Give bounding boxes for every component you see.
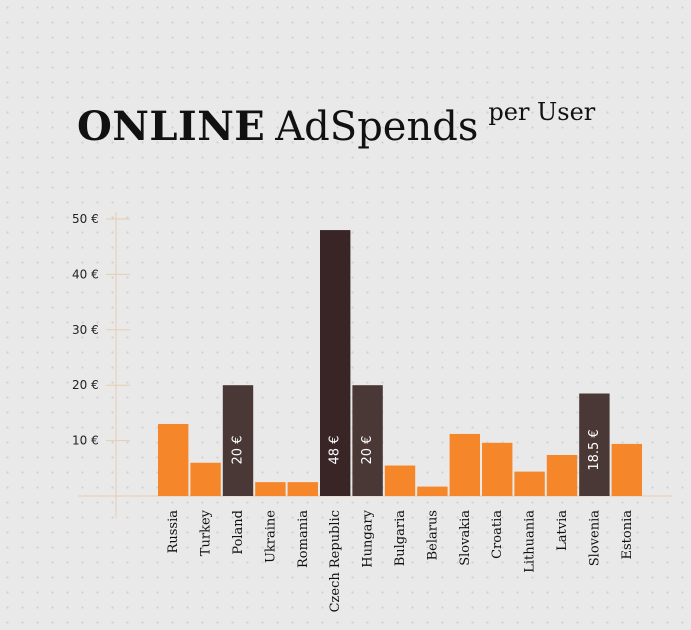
bar [320,230,351,496]
x-category-label: Slovakia [458,510,473,566]
x-category-label: Hungary [361,509,376,567]
x-category-label: Romania [296,510,311,568]
chart-title: ONLINE AdSpends per User [77,98,595,150]
y-tick-label: 40 € [72,267,99,281]
x-category-label: Lithuania [523,510,538,573]
bar-value-label: 48 € [328,436,343,465]
x-category-label: Poland [231,510,246,555]
bar [222,385,254,496]
x-category-label: Czech Republic [328,510,343,612]
x-category-label: Russia [166,510,181,554]
bar [514,471,545,496]
title-superscript: per User [488,98,596,126]
y-tick-label: 30 € [72,323,99,337]
x-category-label: Estonia [620,510,635,560]
bar [546,455,578,496]
bar [352,385,383,496]
x-category-label: Croatia [490,510,505,559]
bar [287,482,318,496]
x-category-label: Slovenia [587,510,602,566]
bar [158,423,189,496]
bar [190,462,221,496]
bar [417,486,448,496]
bar [255,482,286,496]
title-bold: ONLINE [77,103,266,150]
bar [579,393,610,496]
bar-value-label: 20 € [231,436,246,465]
bar [449,433,480,496]
x-category-label: Turkey [199,509,214,556]
y-tick-label: 50 € [72,212,99,226]
bar-value-label: 20 € [360,436,375,465]
bar-value-label: 18.5 € [587,429,602,470]
bar [611,443,642,496]
x-category-label: Latvia [555,510,570,551]
title-regular: AdSpends [275,104,479,150]
bar [384,465,416,496]
bar [482,442,513,496]
x-category-label: Bulgaria [393,510,408,567]
x-category-label: Ukraine [263,510,278,563]
x-category-label: Belarus [425,510,440,560]
y-tick-label: 10 € [72,434,99,448]
y-tick-label: 20 € [72,378,99,392]
